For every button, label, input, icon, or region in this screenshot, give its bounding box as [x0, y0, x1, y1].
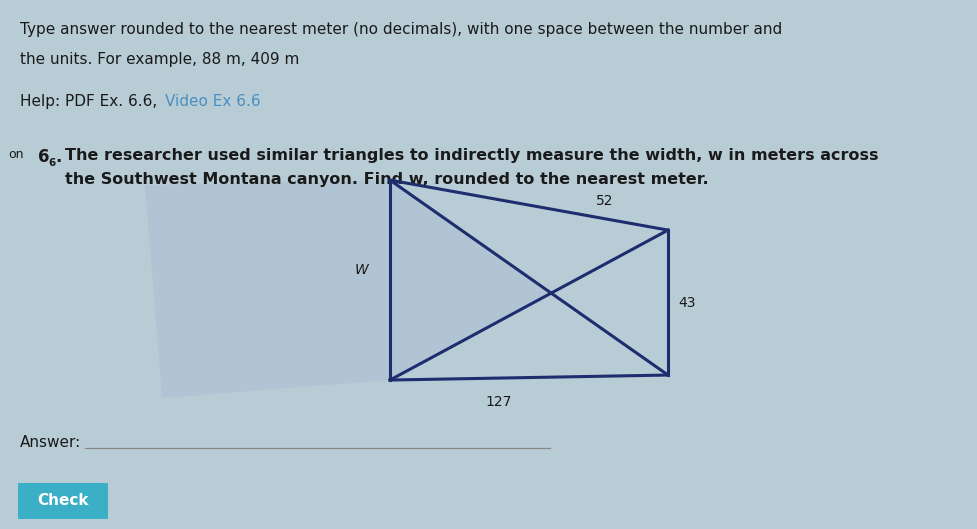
- Bar: [18, 483, 108, 519]
- Text: the units. For example, 88 m, 409 m: the units. For example, 88 m, 409 m: [20, 52, 299, 67]
- Text: 6: 6: [48, 158, 56, 168]
- Text: 43: 43: [678, 296, 696, 309]
- Text: on: on: [8, 148, 23, 161]
- Text: The researcher used similar triangles to indirectly measure the width, w in mete: The researcher used similar triangles to…: [65, 148, 878, 163]
- Text: 52: 52: [596, 194, 614, 208]
- Text: Video Ex 6.6: Video Ex 6.6: [165, 94, 261, 109]
- Text: .: .: [55, 148, 62, 166]
- Text: 127: 127: [486, 395, 512, 409]
- Text: W: W: [355, 263, 368, 277]
- Text: the Southwest Montana canyon. Find w, rounded to the nearest meter.: the Southwest Montana canyon. Find w, ro…: [65, 172, 708, 187]
- Text: Type answer rounded to the nearest meter (no decimals), with one space between t: Type answer rounded to the nearest meter…: [20, 22, 783, 37]
- Polygon shape: [145, 180, 390, 398]
- Text: Help: PDF Ex. 6.6,: Help: PDF Ex. 6.6,: [20, 94, 162, 109]
- Text: 6: 6: [38, 148, 50, 166]
- Polygon shape: [390, 180, 551, 380]
- Text: Check: Check: [37, 494, 89, 508]
- Text: Answer:: Answer:: [20, 435, 81, 450]
